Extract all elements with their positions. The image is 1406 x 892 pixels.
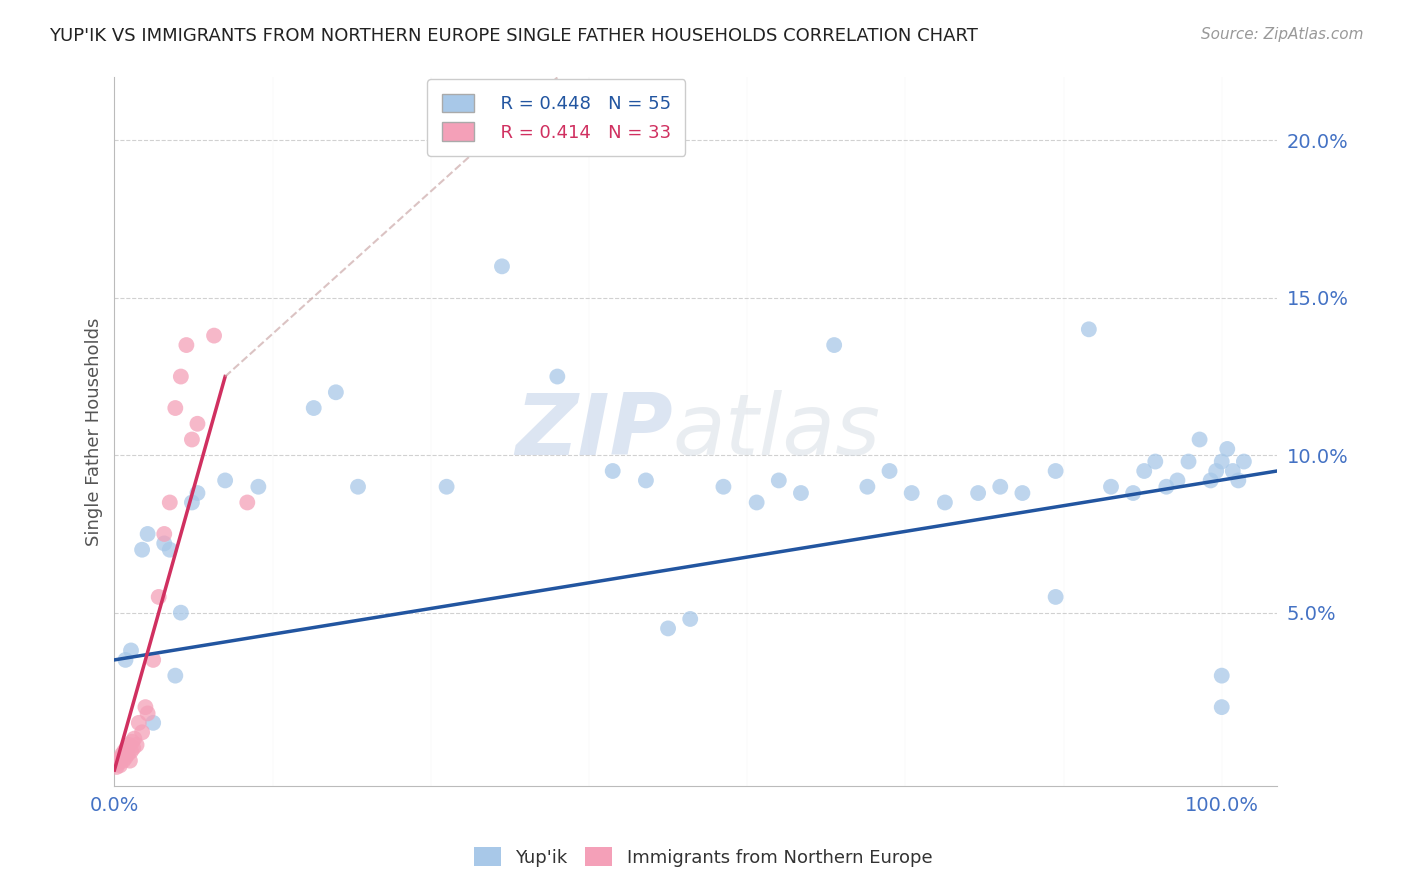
Legend:   R = 0.448   N = 55,   R = 0.414   N = 33: R = 0.448 N = 55, R = 0.414 N = 33 (427, 79, 685, 156)
Point (142, 715, 165, 730)
Point (131, 725, 153, 739)
Point (120, 744, 142, 758)
Point (967, 486, 990, 500)
Point (105, 760, 128, 774)
Point (120, 643, 142, 657)
Point (107, 756, 129, 771)
Point (988, 480, 1011, 494)
Point (1205, 464, 1227, 478)
Point (325, 385, 347, 400)
Point (602, 464, 624, 478)
Point (117, 747, 139, 762)
Point (186, 486, 208, 500)
Point (159, 542, 181, 557)
Legend: Yup'ik, Immigrants from Northern Europe: Yup'ik, Immigrants from Northern Europe (467, 840, 939, 874)
Point (176, 338, 198, 352)
Point (1199, 474, 1222, 488)
Point (165, 668, 187, 682)
Point (900, 486, 922, 500)
Point (634, 474, 657, 488)
Point (657, 622, 679, 636)
Point (745, 495, 768, 509)
Point (148, 590, 170, 604)
Point (1177, 454, 1199, 468)
Point (1211, 454, 1233, 468)
Point (236, 495, 259, 509)
Point (1233, 454, 1256, 468)
Point (122, 741, 145, 756)
Point (142, 653, 165, 667)
Point (165, 401, 187, 415)
Point (1045, 590, 1067, 604)
Y-axis label: Single Father Households: Single Father Households (86, 318, 103, 546)
Point (112, 754, 135, 768)
Point (136, 527, 159, 541)
Point (491, 260, 513, 274)
Point (115, 741, 138, 756)
Point (131, 542, 153, 557)
Point (153, 536, 176, 550)
Point (159, 495, 181, 509)
Point (1144, 454, 1167, 468)
Point (247, 480, 270, 494)
Point (1099, 480, 1122, 494)
Point (790, 486, 813, 500)
Point (118, 738, 141, 752)
Point (181, 433, 204, 447)
Text: atlas: atlas (672, 390, 880, 473)
Point (856, 480, 879, 494)
Point (713, 480, 735, 494)
Point (128, 715, 150, 730)
Point (124, 731, 146, 746)
Point (125, 738, 148, 752)
Point (1211, 700, 1233, 714)
Point (108, 754, 131, 768)
Point (302, 401, 325, 415)
Point (347, 480, 370, 494)
Point (108, 758, 131, 772)
Point (111, 747, 134, 762)
Point (1166, 474, 1188, 488)
Point (121, 735, 143, 749)
Point (1122, 486, 1144, 500)
Point (1227, 474, 1250, 488)
Point (1045, 464, 1067, 478)
Point (114, 653, 136, 667)
Point (1188, 433, 1211, 447)
Point (1156, 480, 1178, 494)
Point (679, 612, 702, 626)
Point (110, 750, 132, 764)
Point (153, 527, 176, 541)
Point (170, 606, 193, 620)
Point (181, 495, 204, 509)
Point (823, 338, 845, 352)
Point (186, 417, 208, 431)
Text: Source: ZipAtlas.com: Source: ZipAtlas.com (1201, 27, 1364, 42)
Text: YUP'IK VS IMMIGRANTS FROM NORTHERN EUROPE SINGLE FATHER HOUSEHOLDS CORRELATION C: YUP'IK VS IMMIGRANTS FROM NORTHERN EUROP… (49, 27, 979, 45)
Point (118, 754, 141, 768)
Point (934, 495, 956, 509)
Point (879, 464, 901, 478)
Point (1222, 464, 1244, 478)
Point (546, 369, 568, 384)
Point (114, 750, 136, 764)
Text: ZIP: ZIP (515, 390, 672, 473)
Point (768, 474, 790, 488)
Point (170, 369, 193, 384)
Point (1211, 668, 1233, 682)
Point (202, 328, 225, 343)
Point (1133, 464, 1156, 478)
Point (136, 706, 159, 721)
Point (214, 474, 236, 488)
Point (1011, 486, 1033, 500)
Point (134, 700, 156, 714)
Point (112, 744, 135, 758)
Point (436, 480, 458, 494)
Point (1216, 442, 1239, 456)
Point (1077, 322, 1099, 336)
